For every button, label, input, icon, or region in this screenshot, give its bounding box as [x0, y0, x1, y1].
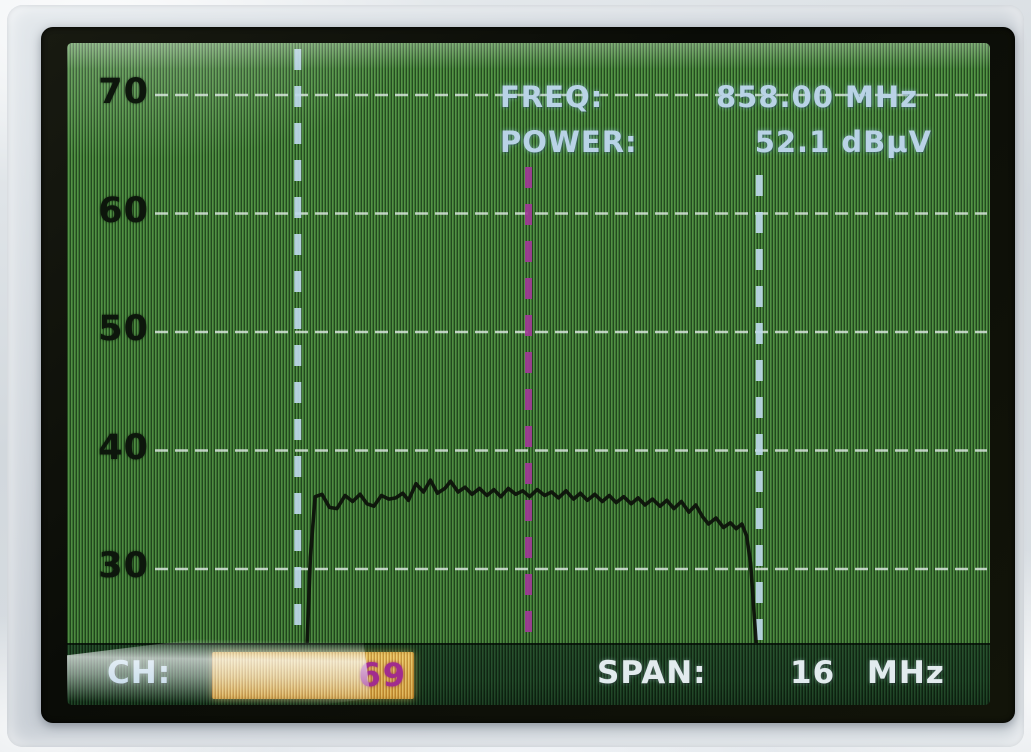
y-tick-label: 50: [98, 309, 149, 349]
freq-value: 858.00 MHz: [715, 80, 918, 114]
spectrum-svg: [155, 49, 987, 643]
freq-label: FREQ:: [500, 80, 604, 114]
span-label: SPAN:: [597, 655, 707, 691]
screen-frame: FREQ: 858.00 MHz POWER: 52.1 dBµV 70 60 50…: [41, 27, 1015, 723]
channel-input-box[interactable]: 69: [212, 652, 414, 699]
y-tick-label: 40: [98, 427, 149, 468]
device-bezel: FREQ: 858.00 MHz POWER: 52.1 dBµV 70 60 50…: [7, 5, 1024, 747]
status-bar: CH: 69 SPAN: 16 MHz: [67, 643, 990, 705]
y-tick-label: 30: [98, 546, 149, 586]
channel-label: CH:: [107, 655, 172, 691]
power-value: 52.1 dBµV: [754, 125, 932, 159]
spectrum-plot: FREQ: 858.00 MHz POWER: 52.1 dBµV 70 60 50…: [67, 43, 990, 643]
y-tick-label: 60: [98, 190, 149, 231]
screen: FREQ: 858.00 MHz POWER: 52.1 dBµV 70 60 50…: [67, 43, 990, 705]
channel-value: 69: [358, 656, 407, 694]
y-tick-label: 70: [98, 72, 149, 112]
power-label: POWER:: [500, 125, 638, 159]
span-value: 16: [790, 655, 836, 691]
spectrum-trace: [305, 478, 758, 643]
span-unit: MHz: [867, 655, 945, 691]
